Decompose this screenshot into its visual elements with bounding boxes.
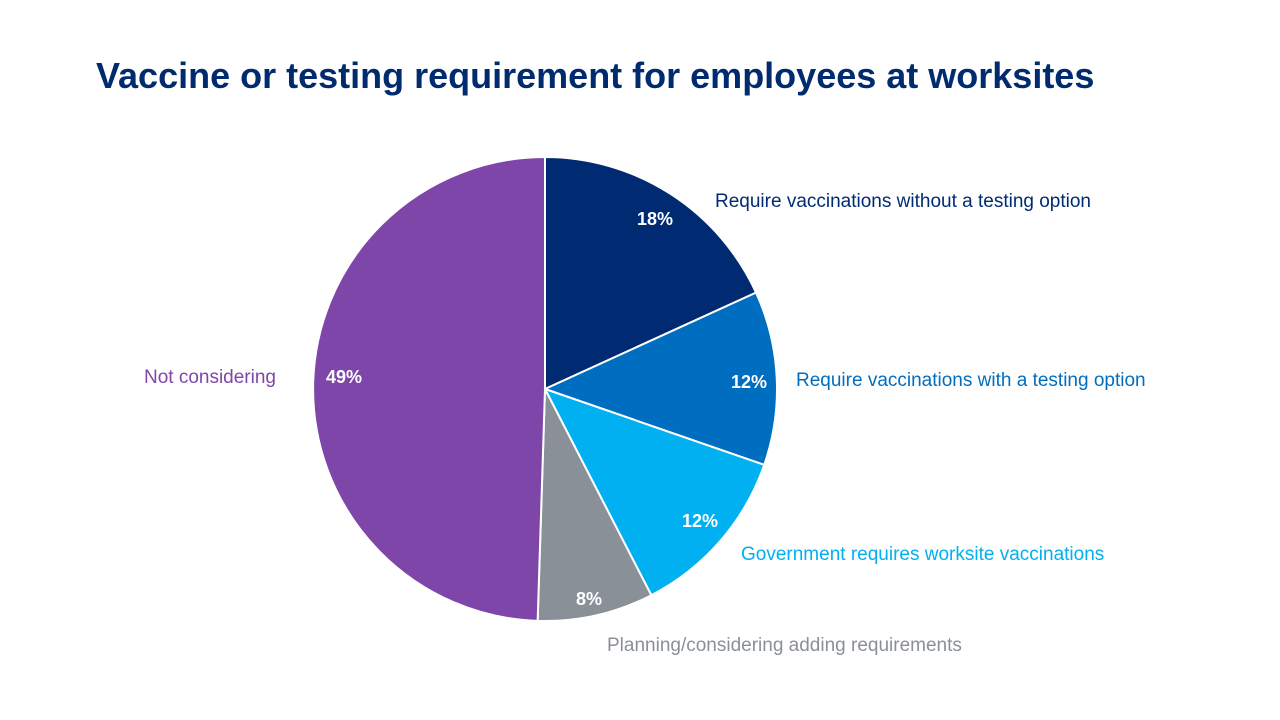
- pct-label-not-considering: 49%: [326, 367, 362, 387]
- category-label-planning-considering: Planning/considering adding requirements: [607, 635, 962, 656]
- slice-planning-considering: [536, 385, 653, 622]
- chart-title: Vaccine or testing requirement for emplo…: [96, 55, 1095, 96]
- slice-government-requires: [542, 387, 766, 597]
- pct-label-no-testing-option: 18%: [637, 209, 673, 229]
- pct-label-planning-considering: 8%: [576, 589, 602, 609]
- category-label-not-considering: Not considering: [144, 367, 276, 388]
- pct-label-with-testing-option: 12%: [731, 372, 767, 392]
- slice-with-testing-option: [542, 291, 778, 467]
- category-label-government-requires: Government requires worksite vaccination…: [741, 544, 1104, 565]
- slice-not-considering: [312, 155, 546, 622]
- pct-label-government-requires: 12%: [682, 511, 718, 531]
- slice-no-testing-option: [544, 155, 758, 391]
- category-label-no-testing-option: Require vaccinations without a testing o…: [715, 191, 1091, 212]
- category-label-with-testing-option: Require vaccinations with a testing opti…: [796, 370, 1146, 391]
